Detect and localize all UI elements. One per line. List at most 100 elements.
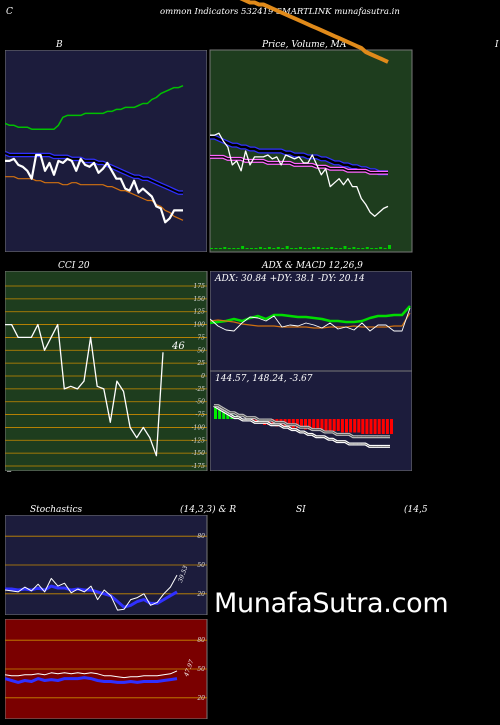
- macd-line-1-core: [214, 405, 390, 438]
- volume-bar: [383, 248, 387, 249]
- price-right-edge: I: [495, 40, 499, 50]
- cci-tick-label: 0: [201, 373, 205, 380]
- cci-panel: 175 150 125 100 75 50 25 0 -25 -50 -75 -100 -125 -150…: [5, 271, 210, 471]
- macd-chart: [210, 371, 412, 471]
- volume-bar: [352, 247, 356, 249]
- macd-histogram-bar: [222, 410, 226, 419]
- cci-tick-label: 50: [197, 347, 205, 354]
- macd-histogram-bar: [316, 419, 320, 430]
- volume-bar: [321, 248, 325, 249]
- volume-bar: [303, 248, 307, 249]
- volume-bar: [330, 247, 334, 249]
- adx-line-2: [210, 307, 411, 332]
- macd-histogram-bar: [320, 419, 324, 430]
- macd-histogram-bar: [324, 419, 328, 431]
- volume-bar: [370, 248, 374, 249]
- cci-value-label: 46: [172, 341, 185, 352]
- rsi-line-1: [5, 670, 178, 679]
- adx-panel: ADX: 30.84 +DY: 38.1 -DY: 20.14: [210, 271, 412, 371]
- volume-bar: [347, 248, 351, 249]
- adx-chart: [210, 271, 412, 371]
- macd-histogram-bar: [308, 419, 312, 430]
- volume-bar: [312, 247, 316, 249]
- macd-histogram-bar: [385, 419, 389, 434]
- cci-tick-label: -125: [192, 437, 206, 444]
- stoch-label: Stochastics: [30, 505, 83, 515]
- macd-histogram-bar: [353, 419, 357, 433]
- stochastics-panel: 80 50 20 39.53: [5, 515, 210, 615]
- adx-macd-label: ADX & MACD 12,26,9: [262, 261, 363, 271]
- cci-label: CCI 20: [58, 261, 90, 271]
- rsi-chart: 80 50 20: [5, 619, 208, 719]
- macd-histogram-bar: [304, 419, 307, 430]
- volume-bar: [232, 248, 236, 249]
- volume-bar: [361, 248, 365, 249]
- cci-tick-label: 75: [197, 334, 205, 341]
- volume-bar: [218, 248, 222, 249]
- bollinger-line-0: [5, 85, 184, 130]
- macd-line-0-core: [213, 405, 390, 447]
- volume-bar: [241, 246, 245, 249]
- watermark: MunafaSutra.com: [214, 588, 449, 619]
- volume-bar: [210, 248, 213, 249]
- bollinger-chart: [5, 50, 207, 252]
- macd-histogram-bar: [328, 419, 332, 431]
- bollinger-line-3: [5, 153, 183, 224]
- volume-bar: [339, 248, 343, 249]
- volume-bar: [388, 245, 391, 249]
- macd-histogram-bar: [300, 419, 303, 428]
- adx-line-0: [210, 305, 411, 325]
- volume-bar: [245, 248, 249, 249]
- rsi-tick-label: 20: [196, 695, 205, 702]
- macd-histogram-bar: [390, 419, 393, 434]
- volume-bar: [334, 248, 338, 249]
- volume-bar: [307, 248, 311, 249]
- volume-bar: [254, 248, 258, 249]
- cci-tick-label: 150: [194, 296, 206, 303]
- volume-bar: [214, 248, 218, 249]
- stoch-tick-label: 20: [196, 591, 205, 598]
- volume-bar: [290, 248, 294, 249]
- macd-histogram-bar: [357, 419, 361, 433]
- stochastics-chart: 80 50 20: [5, 515, 208, 615]
- adx-readout: ADX: 30.84 +DY: 38.1 -DY: 20.14: [215, 274, 365, 284]
- cci-tick-label: -75: [195, 412, 205, 419]
- macd-histogram-bar: [218, 408, 222, 419]
- cci-tick-label: -175: [192, 463, 206, 470]
- price-panel: [209, 0, 413, 253]
- bollinger-line-1-core: [5, 152, 183, 194]
- cci-line: [5, 323, 164, 457]
- macd-histogram-bar: [361, 419, 365, 434]
- cci-tick-label: -50: [195, 399, 205, 406]
- stoch-tick-label: 50: [197, 562, 205, 569]
- stoch-params: (14,3,3) & R: [180, 505, 237, 515]
- adx-line-1: [210, 312, 411, 329]
- macd-panel: 144.57, 148.24, -3.67: [210, 371, 412, 471]
- stoch-tick-label: 80: [197, 533, 205, 540]
- macd-histogram-bar: [377, 419, 381, 434]
- cci-tick-label: 175: [194, 283, 206, 290]
- macd-histogram-bar: [349, 419, 353, 433]
- price-chart: [209, 0, 413, 253]
- cci-tick-label: -150: [192, 450, 206, 457]
- volume-bar: [285, 246, 289, 249]
- cci-tick-label: 25: [196, 360, 205, 367]
- volume-bar: [250, 248, 253, 249]
- macd-histogram-bar: [226, 413, 230, 419]
- volume-bar: [365, 247, 369, 249]
- macd-histogram-bar: [369, 419, 373, 434]
- volume-bar: [272, 248, 276, 249]
- price-line-2-core: [210, 156, 388, 174]
- macd-histogram-bar: [295, 419, 299, 428]
- volume-bar: [259, 247, 262, 249]
- macd-histogram-bar: [345, 419, 348, 433]
- macd-histogram-bar: [312, 419, 316, 430]
- rsi-tick-label: 50: [197, 666, 205, 673]
- volume-bar: [374, 248, 378, 249]
- volume-bar: [356, 248, 360, 249]
- macd-histogram-bar: [214, 405, 217, 419]
- cci-tick-label: -100: [192, 424, 206, 431]
- macd-histogram-bar: [373, 419, 377, 434]
- macd-histogram-bar: [381, 419, 385, 434]
- price-label: Price, Volume, MA: [262, 40, 347, 50]
